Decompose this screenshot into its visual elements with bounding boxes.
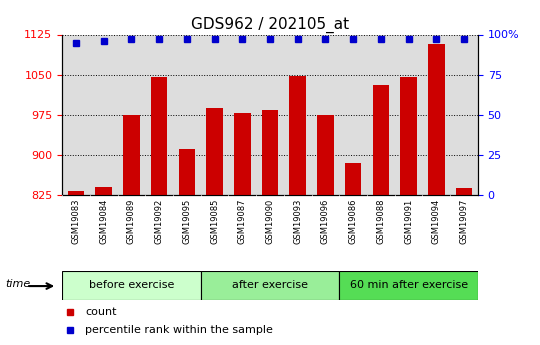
- Text: GSM19090: GSM19090: [266, 199, 274, 244]
- Bar: [339, 271, 478, 300]
- Text: GSM19096: GSM19096: [321, 199, 330, 244]
- Bar: [234, 113, 251, 195]
- Bar: [428, 43, 444, 195]
- Text: count: count: [85, 307, 117, 317]
- Text: GSM19088: GSM19088: [376, 199, 386, 244]
- Text: percentile rank within the sample: percentile rank within the sample: [85, 325, 273, 335]
- Text: after exercise: after exercise: [232, 280, 308, 290]
- Text: GSM19091: GSM19091: [404, 199, 413, 244]
- Text: GSM19089: GSM19089: [127, 199, 136, 244]
- Text: before exercise: before exercise: [89, 280, 174, 290]
- Text: GSM19086: GSM19086: [349, 199, 357, 244]
- Bar: [62, 271, 201, 300]
- Bar: [317, 115, 334, 195]
- Title: GDS962 / 202105_at: GDS962 / 202105_at: [191, 17, 349, 33]
- Bar: [373, 85, 389, 195]
- Text: GSM19094: GSM19094: [432, 199, 441, 244]
- Text: GSM19092: GSM19092: [154, 199, 164, 244]
- Bar: [179, 149, 195, 195]
- Bar: [262, 110, 278, 195]
- Text: GSM19083: GSM19083: [71, 199, 80, 244]
- Bar: [68, 191, 84, 195]
- Bar: [289, 76, 306, 195]
- Text: time: time: [5, 279, 30, 289]
- Text: 60 min after exercise: 60 min after exercise: [349, 280, 468, 290]
- Text: GSM19093: GSM19093: [293, 199, 302, 244]
- Text: GSM19085: GSM19085: [210, 199, 219, 244]
- Text: GSM19084: GSM19084: [99, 199, 108, 244]
- Bar: [96, 187, 112, 195]
- Bar: [151, 77, 167, 195]
- Text: GSM19095: GSM19095: [183, 199, 191, 244]
- Bar: [345, 163, 361, 195]
- Bar: [201, 271, 339, 300]
- Bar: [400, 77, 417, 195]
- Text: GSM19097: GSM19097: [460, 199, 469, 244]
- Bar: [123, 115, 140, 195]
- Bar: [456, 188, 472, 195]
- Text: GSM19087: GSM19087: [238, 199, 247, 244]
- Bar: [206, 108, 223, 195]
